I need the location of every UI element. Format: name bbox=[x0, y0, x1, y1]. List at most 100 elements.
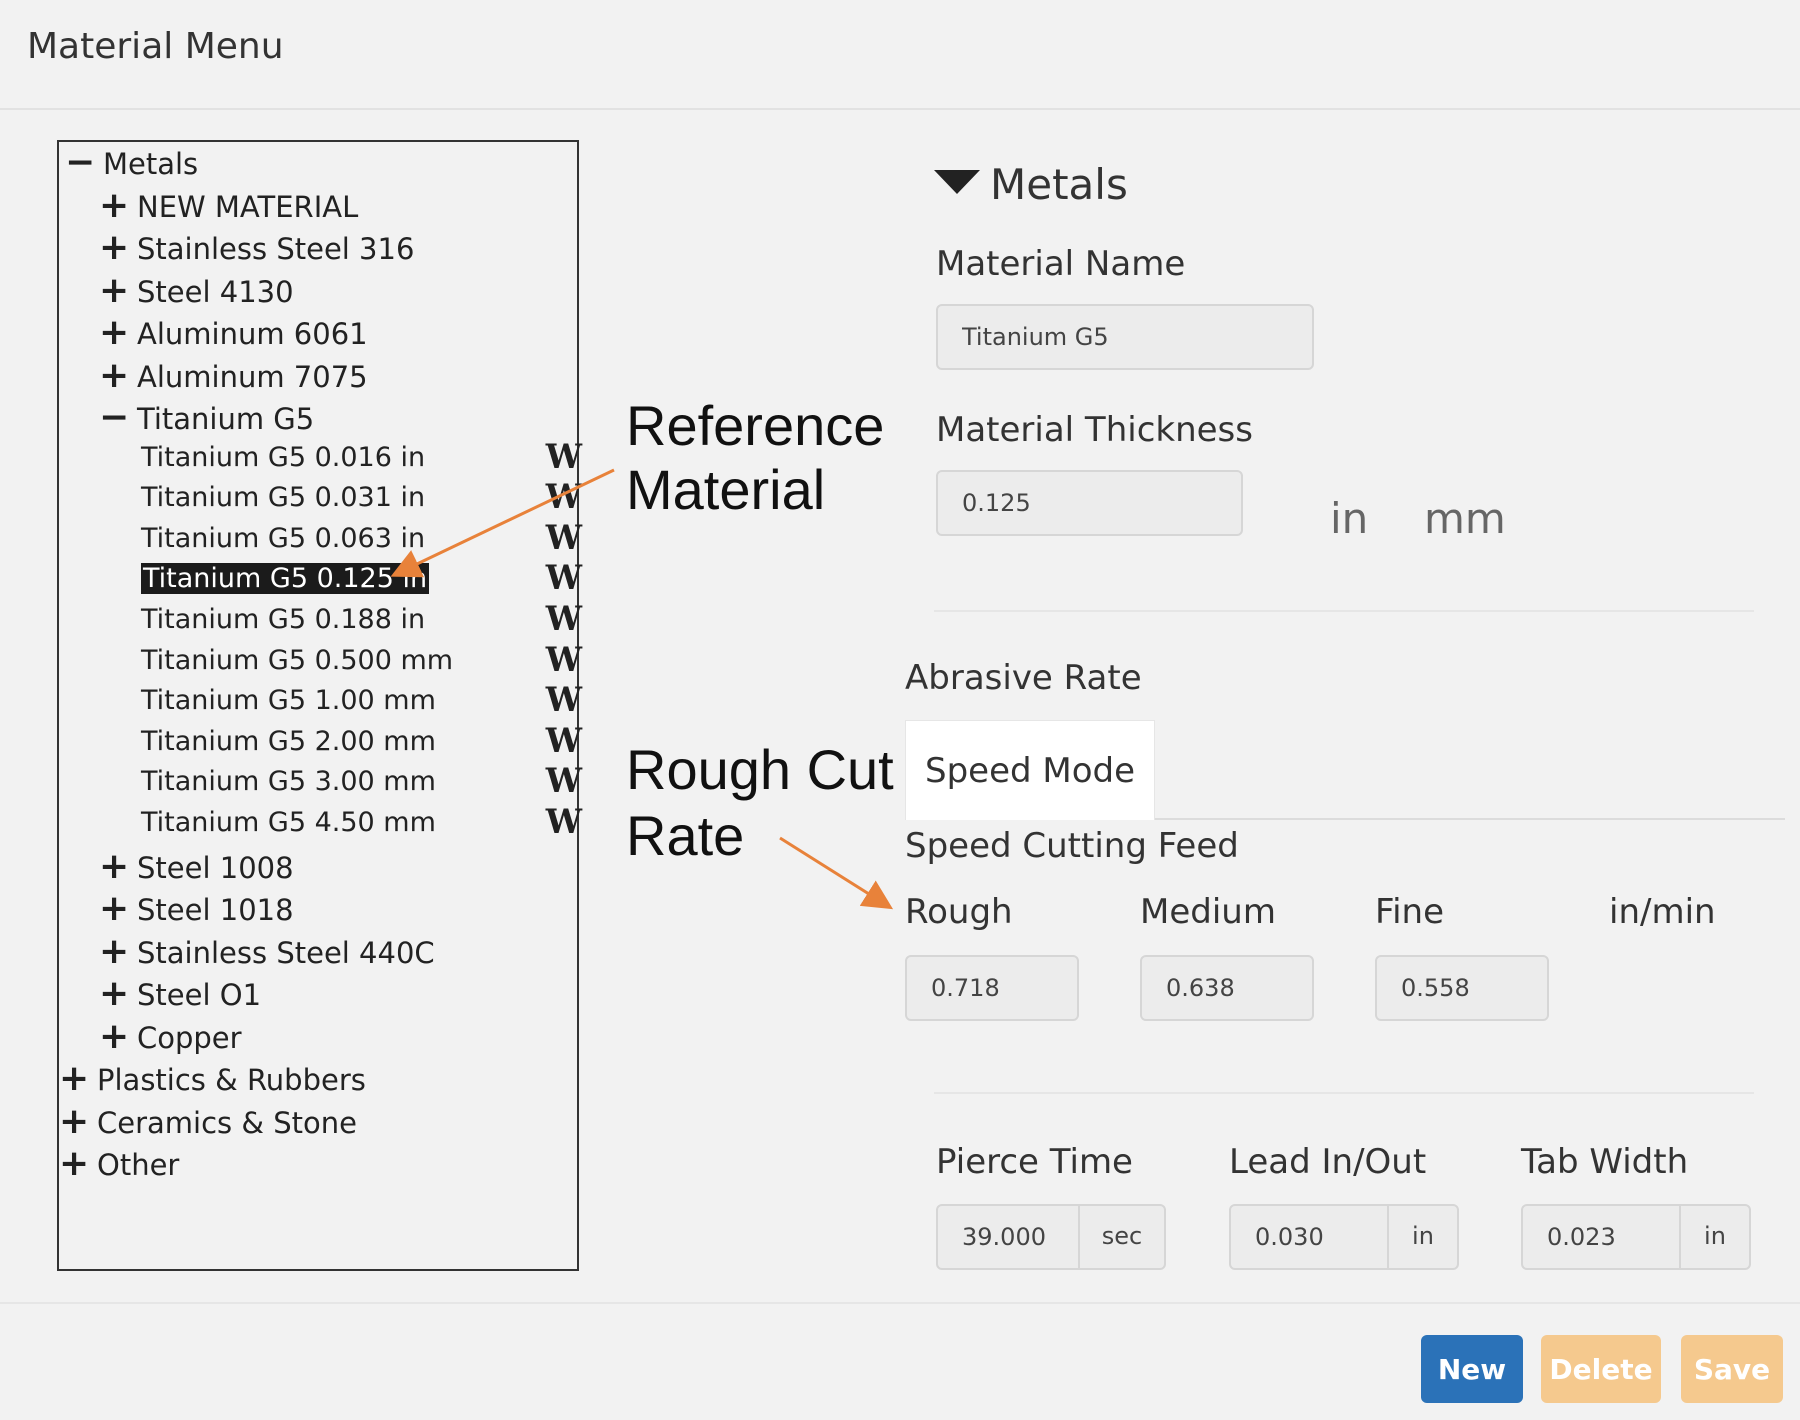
collapse-icon[interactable]: − bbox=[99, 397, 130, 438]
material-leaf[interactable]: Titanium G5 0.500 mm bbox=[141, 642, 453, 680]
annotation-rough-line1: Rough Cut bbox=[626, 738, 894, 801]
pierce-time-input[interactable] bbox=[936, 1204, 1080, 1270]
material-thickness-input[interactable] bbox=[936, 470, 1243, 536]
material-leaf[interactable]: Titanium G5 4.50 mm bbox=[141, 804, 436, 842]
tab-width-label: Tab Width bbox=[1521, 1142, 1689, 1182]
tree-item-steel-1008[interactable]: + Steel 1008 bbox=[99, 845, 294, 887]
material-leaf-label: Titanium G5 0.188 in bbox=[141, 603, 426, 635]
waterjet-icon: W bbox=[545, 639, 582, 680]
tree-item-label: NEW MATERIAL bbox=[137, 189, 359, 224]
tree-item-ceramics-stone[interactable]: + Ceramics & Stone bbox=[59, 1100, 357, 1142]
annotation-rough-line2: Rate bbox=[626, 804, 745, 867]
waterjet-icon: W bbox=[545, 801, 582, 842]
rough-feed-input[interactable] bbox=[905, 955, 1079, 1021]
waterjet-icon: W bbox=[545, 720, 582, 761]
material-leaf[interactable]: Titanium G5 2.00 mm bbox=[141, 723, 436, 761]
material-leaf-selected[interactable]: Titanium G5 0.125 in bbox=[141, 560, 430, 598]
tree-item-label: Stainless Steel 316 bbox=[137, 232, 415, 266]
waterjet-icon: W bbox=[545, 558, 582, 599]
tree-item-label: Other bbox=[97, 1148, 180, 1182]
material-leaf[interactable]: Titanium G5 3.00 mm bbox=[141, 763, 436, 801]
material-leaf-label: Titanium G5 0.063 in bbox=[141, 522, 426, 554]
material-leaf[interactable]: Titanium G5 0.188 in bbox=[141, 601, 425, 639]
tree-item-copper[interactable]: + Copper bbox=[99, 1015, 242, 1057]
tab-speed-mode[interactable]: Speed Mode bbox=[905, 720, 1155, 820]
expand-icon[interactable]: + bbox=[99, 354, 130, 396]
tree-item-plastics-rubbers[interactable]: + Plastics & Rubbers bbox=[59, 1059, 366, 1099]
tree-item-titanium-g5[interactable]: − Titanium G5 bbox=[99, 398, 314, 438]
expand-icon[interactable]: + bbox=[99, 845, 130, 887]
tree-item-stainless-steel-316[interactable]: + Stainless Steel 316 bbox=[99, 228, 414, 268]
expand-icon[interactable]: + bbox=[99, 930, 130, 972]
material-leaf-label: Titanium G5 2.00 mm bbox=[141, 725, 436, 757]
rough-arrow bbox=[779, 836, 894, 910]
delete-button[interactable]: Delete bbox=[1541, 1335, 1661, 1403]
save-button[interactable]: Save bbox=[1681, 1335, 1783, 1403]
tree-item-label: Steel 1018 bbox=[137, 893, 294, 927]
material-thickness-label: Material Thickness bbox=[936, 410, 1253, 450]
unit-mm-option[interactable]: mm bbox=[1424, 494, 1506, 543]
tree-item-label: Aluminum 7075 bbox=[137, 359, 368, 394]
tree-item-label: Aluminum 6061 bbox=[137, 317, 368, 351]
pierce-time-label: Pierce Time bbox=[936, 1142, 1133, 1182]
material-leaf-label: Titanium G5 0.016 in bbox=[141, 441, 426, 473]
material-leaf[interactable]: Titanium G5 0.016 in bbox=[141, 439, 425, 477]
tree-item-label: Metals bbox=[103, 147, 199, 181]
lead-in-out-input[interactable] bbox=[1229, 1204, 1389, 1270]
material-leaf-label: Titanium G5 0.500 mm bbox=[141, 644, 454, 676]
material-leaf-label: Titanium G5 1.00 mm bbox=[141, 685, 436, 717]
tree-item-steel-4130[interactable]: + Steel 4130 bbox=[99, 269, 294, 311]
tree-item-label: Copper bbox=[137, 1020, 242, 1055]
tree-item-label: Steel 4130 bbox=[137, 274, 294, 309]
unit-in-option[interactable]: in bbox=[1330, 494, 1369, 543]
annotation-reference-line2: Material bbox=[626, 458, 826, 521]
tree-item-aluminum-7075[interactable]: + Aluminum 7075 bbox=[99, 354, 368, 396]
tree-item-label: Ceramics & Stone bbox=[97, 1105, 357, 1140]
rough-label: Rough bbox=[905, 892, 1013, 932]
waterjet-icon: W bbox=[545, 761, 582, 802]
tree-item-steel-1018[interactable]: + Steel 1018 bbox=[99, 889, 294, 929]
new-button[interactable]: New bbox=[1421, 1335, 1523, 1403]
material-tree: − Metals + NEW MATERIAL + Stainless Steel 316… bbox=[57, 140, 582, 1271]
tree-item-steel-o1[interactable]: + Steel O1 bbox=[99, 974, 261, 1014]
expand-icon[interactable]: + bbox=[99, 312, 130, 353]
material-leaf[interactable]: Titanium G5 1.00 mm bbox=[141, 682, 436, 720]
expand-icon[interactable]: + bbox=[99, 227, 130, 268]
material-leaf[interactable]: Titanium G5 0.031 in bbox=[141, 479, 425, 517]
page-title: Material Menu bbox=[27, 26, 284, 67]
material-name-label: Material Name bbox=[936, 244, 1186, 284]
fine-feed-input[interactable] bbox=[1375, 955, 1549, 1021]
tab-width-input[interactable] bbox=[1521, 1204, 1681, 1270]
expand-icon[interactable]: + bbox=[59, 1143, 90, 1184]
tab-width-unit: in bbox=[1679, 1204, 1751, 1270]
expand-icon[interactable]: + bbox=[99, 973, 130, 1014]
expand-icon[interactable]: + bbox=[59, 1058, 90, 1099]
waterjet-icon: W bbox=[545, 680, 582, 721]
annotation-reference-line1: Reference bbox=[626, 394, 885, 457]
tree-item-other[interactable]: + Other bbox=[59, 1144, 179, 1184]
expand-icon[interactable]: + bbox=[59, 1100, 90, 1142]
medium-feed-input[interactable] bbox=[1140, 955, 1314, 1021]
material-name-input[interactable] bbox=[936, 304, 1314, 370]
material-leaf[interactable]: Titanium G5 0.063 in bbox=[141, 520, 425, 558]
feed-unit-label: in/min bbox=[1609, 892, 1716, 932]
waterjet-icon: W bbox=[545, 598, 582, 639]
expand-icon[interactable]: + bbox=[99, 1015, 130, 1057]
triangle-down-icon bbox=[934, 170, 980, 194]
expand-icon[interactable]: + bbox=[99, 184, 130, 226]
lead-in-out-label: Lead In/Out bbox=[1229, 1142, 1427, 1182]
expand-icon[interactable]: + bbox=[99, 888, 130, 929]
tree-item-aluminum-6061[interactable]: + Aluminum 6061 bbox=[99, 313, 368, 353]
tree-item-label: Stainless Steel 440C bbox=[137, 935, 435, 970]
tab-baseline bbox=[1155, 818, 1785, 820]
expand-icon[interactable]: + bbox=[99, 269, 130, 311]
tree-item-label: Steel O1 bbox=[137, 978, 262, 1012]
material-leaf-label: Titanium G5 0.031 in bbox=[141, 482, 426, 514]
tree-item-metals[interactable]: − Metals bbox=[65, 143, 198, 183]
speed-cutting-feed-label: Speed Cutting Feed bbox=[905, 826, 1239, 866]
collapse-icon[interactable]: − bbox=[65, 142, 96, 183]
section-title: Metals bbox=[990, 160, 1128, 209]
tree-item-new-material[interactable]: + NEW MATERIAL bbox=[99, 184, 359, 226]
tree-item-stainless-steel-440c[interactable]: + Stainless Steel 440C bbox=[99, 930, 435, 972]
material-leaf-label: Titanium G5 4.50 mm bbox=[141, 806, 436, 838]
